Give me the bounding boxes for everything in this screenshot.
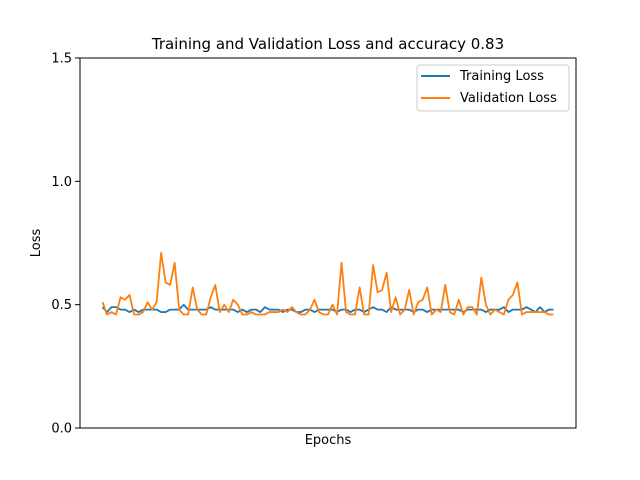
y-tick-label: 1.0 xyxy=(51,175,72,190)
y-tick-label: 1.5 xyxy=(51,52,72,67)
plot-frame xyxy=(79,57,577,429)
legend-label-training-loss: Training Loss xyxy=(459,69,544,84)
series-line-validation-loss xyxy=(101,251,554,316)
y-tick-label: 0.0 xyxy=(51,422,72,437)
y-axis-label: Loss xyxy=(29,229,44,258)
chart-title: Training and Validation Loss and accurac… xyxy=(151,35,504,53)
y-tick-label: 0.5 xyxy=(51,298,72,313)
plot-area xyxy=(79,57,577,429)
legend-box xyxy=(416,64,570,112)
x-axis-label: Epochs xyxy=(305,433,352,448)
legend: Training Loss Validation Loss xyxy=(416,64,570,112)
legend-label-validation-loss: Validation Loss xyxy=(460,91,557,106)
